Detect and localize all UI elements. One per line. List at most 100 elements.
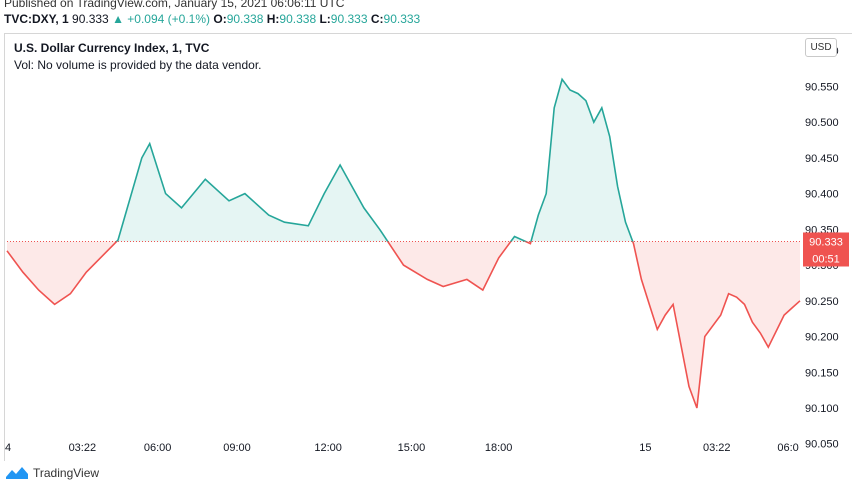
data-point (800, 300, 801, 301)
data-point (86, 272, 87, 273)
data-point (54, 304, 55, 305)
data-point (641, 279, 642, 280)
published-line: Published on TradingView.com, January 15… (4, 0, 344, 10)
data-point (696, 407, 697, 408)
data-point (22, 272, 23, 273)
data-point (609, 136, 610, 137)
brand-label: TradingView (33, 466, 100, 480)
data-point (792, 307, 793, 308)
data-point (665, 315, 666, 316)
data-point (482, 290, 483, 291)
x-tick-label: 15 (639, 442, 651, 454)
data-point (538, 215, 539, 216)
data-point (760, 332, 761, 333)
chart-title: U.S. Dollar Currency Index, 1, TVC (14, 41, 210, 55)
symbol-label: TVC:DXY, 1 (4, 12, 69, 26)
tradingview-brand[interactable]: TradingView (5, 466, 99, 480)
data-point (229, 200, 230, 201)
close-value: 90.333 (383, 12, 421, 26)
data-point (427, 279, 428, 280)
countdown-tag-bg (803, 249, 849, 267)
data-point (546, 193, 547, 194)
y-tick-label: 90.400 (805, 189, 839, 201)
y-tick-label: 90.150 (805, 367, 839, 379)
low-label: L: (319, 12, 331, 26)
data-point (657, 329, 658, 330)
open-value: 90.338 (226, 12, 264, 26)
data-point (744, 304, 745, 305)
area-below-baseline (7, 241, 800, 408)
data-point (617, 186, 618, 187)
data-point (625, 222, 626, 223)
data-point (601, 107, 602, 108)
y-tick-label: 90.250 (805, 296, 839, 308)
data-point (736, 297, 737, 298)
y-tick-label: 90.050 (805, 439, 839, 451)
y-tick-label: 90.550 (805, 81, 839, 93)
area-above-baseline (116, 79, 633, 242)
volume-note: Vol: No volume is provided by the data v… (14, 58, 262, 72)
low-value: 90.333 (330, 12, 368, 26)
data-point (363, 207, 364, 208)
data-point (688, 386, 689, 387)
data-point (244, 193, 245, 194)
data-point (633, 243, 634, 244)
data-point (784, 315, 785, 316)
tradingview-logo-icon (6, 467, 28, 479)
series-line-up (115, 77, 634, 242)
price-tag-label: 90.333 (809, 236, 843, 248)
data-point (768, 347, 769, 348)
data-point (466, 279, 467, 280)
price-tag-bg (803, 232, 849, 250)
y-tick-label: 90.100 (805, 403, 839, 415)
series-line-down (6, 241, 801, 409)
data-point (38, 290, 39, 291)
data-point (165, 193, 166, 194)
data-point (649, 304, 650, 305)
data-point (704, 336, 705, 337)
data-point (593, 122, 594, 123)
high-value: 90.338 (279, 12, 317, 26)
currency-button[interactable]: USD (805, 38, 837, 57)
x-tick-label: 4 (5, 442, 11, 454)
y-tick-label: 90.200 (805, 332, 839, 344)
data-point (720, 315, 721, 316)
data-point (308, 225, 309, 226)
data-point (268, 215, 269, 216)
data-point (403, 265, 404, 266)
data-point (340, 165, 341, 166)
y-tick-label: 90.450 (805, 153, 839, 165)
close-label: C: (370, 12, 384, 26)
x-tick-label: 09:00 (223, 442, 251, 454)
data-point (141, 157, 142, 158)
chart-legend: U.S. Dollar Currency Index, 1, TVC Vol: … (14, 40, 261, 74)
data-point (118, 240, 119, 241)
published-text: Published on TradingView.com, January 15… (4, 0, 345, 10)
x-tick-label: 06:0 (777, 442, 798, 454)
x-tick-label: 15:00 (398, 442, 426, 454)
data-point (585, 100, 586, 101)
open-label: O: (213, 12, 227, 26)
data-point (752, 322, 753, 323)
data-point (498, 257, 499, 258)
data-point (554, 107, 555, 108)
data-point (379, 229, 380, 230)
ticker-line: TVC:DXY, 1 90.333 ▲ +0.094 (+0.1%) O:90.… (4, 12, 420, 26)
price-change: ▲ +0.094 (+0.1%) (112, 12, 211, 26)
high-label: H: (266, 12, 280, 26)
data-point (577, 93, 578, 94)
data-point (562, 79, 563, 80)
data-point (530, 243, 531, 244)
data-point (514, 236, 515, 237)
chart-frame (4, 33, 852, 461)
data-point (149, 143, 150, 144)
data-point (284, 222, 285, 223)
data-point (673, 304, 674, 305)
data-point (205, 179, 206, 180)
last-price: 90.333 (72, 12, 109, 26)
x-tick-label: 03:22 (69, 442, 97, 454)
y-tick-label: 90.500 (805, 117, 839, 129)
x-tick-label: 18:00 (485, 442, 513, 454)
data-point (7, 250, 8, 251)
